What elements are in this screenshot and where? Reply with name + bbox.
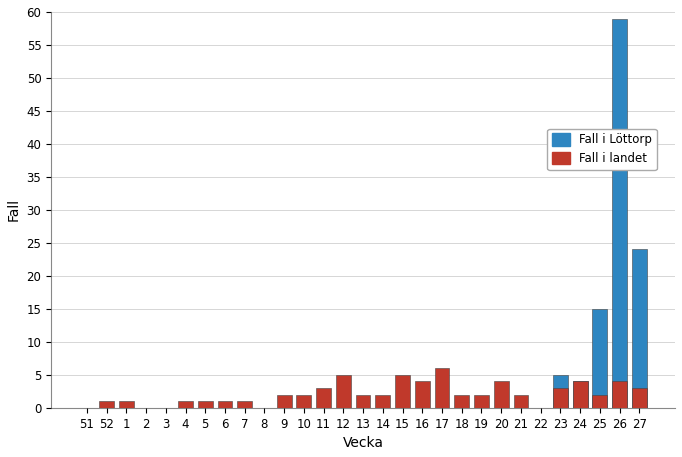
- Bar: [277, 394, 292, 408]
- Bar: [612, 19, 627, 408]
- Legend: Fall i Löttorp, Fall i landet: Fall i Löttorp, Fall i landet: [547, 129, 657, 170]
- Y-axis label: Fall: Fall: [7, 198, 21, 222]
- Bar: [553, 375, 568, 408]
- Bar: [336, 375, 351, 408]
- Bar: [494, 382, 509, 408]
- Bar: [593, 309, 607, 408]
- Bar: [612, 382, 627, 408]
- Bar: [632, 250, 647, 408]
- Bar: [553, 388, 568, 408]
- Bar: [178, 401, 193, 408]
- Bar: [454, 394, 469, 408]
- Bar: [375, 394, 390, 408]
- Bar: [198, 401, 213, 408]
- Bar: [316, 388, 331, 408]
- Bar: [415, 382, 430, 408]
- Bar: [593, 394, 607, 408]
- Bar: [99, 401, 114, 408]
- Bar: [356, 394, 370, 408]
- Bar: [573, 382, 587, 408]
- Bar: [632, 388, 647, 408]
- Bar: [434, 368, 449, 408]
- Bar: [297, 394, 311, 408]
- X-axis label: Vecka: Vecka: [342, 436, 383, 450]
- Bar: [218, 401, 233, 408]
- Bar: [237, 401, 252, 408]
- Bar: [395, 375, 410, 408]
- Bar: [119, 401, 134, 408]
- Bar: [573, 382, 587, 408]
- Bar: [514, 394, 529, 408]
- Bar: [474, 394, 489, 408]
